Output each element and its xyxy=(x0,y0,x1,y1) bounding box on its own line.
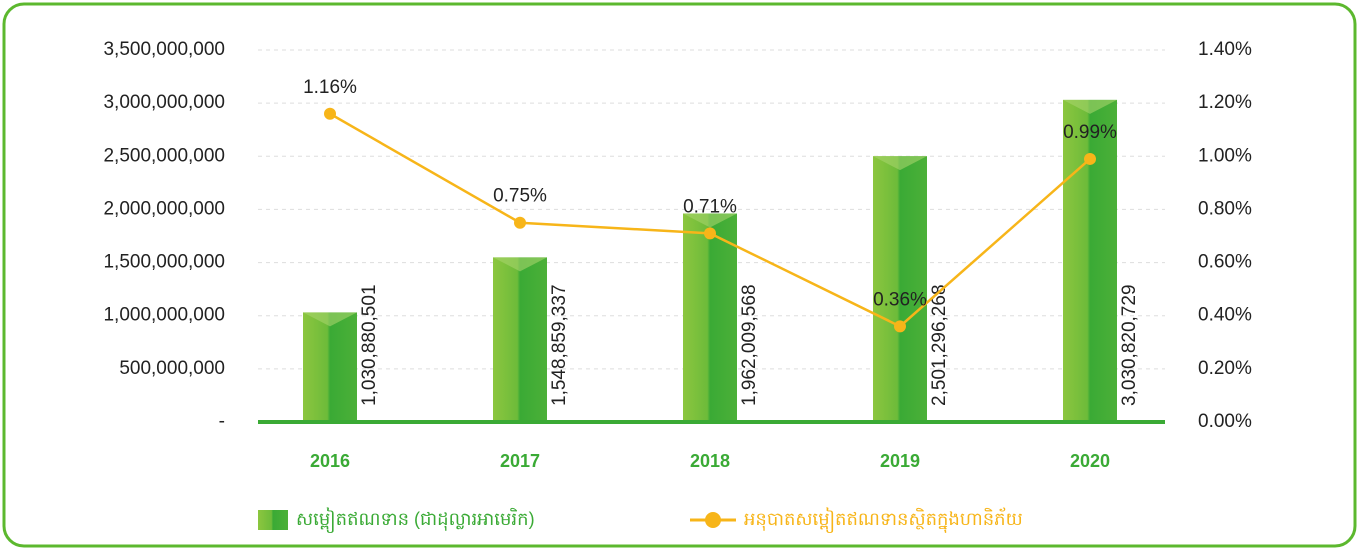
bar-value-label: 1,030,880,501 xyxy=(359,284,380,406)
y-tick-label: 3,500,000,000 xyxy=(103,39,225,60)
bar xyxy=(683,213,737,422)
bar-value-label: 1,548,859,337 xyxy=(549,284,570,406)
y-tick-label: 1,500,000,000 xyxy=(103,252,225,273)
legend-marker xyxy=(705,512,721,528)
y2-tick-label: 0.20% xyxy=(1198,358,1252,379)
y2-tick-label: 0.00% xyxy=(1198,411,1252,432)
line-value-label: 0.99% xyxy=(1063,122,1117,143)
y-tick-label: 2,000,000,000 xyxy=(103,198,225,219)
bar-top xyxy=(303,312,357,327)
y-tick-label: 2,500,000,000 xyxy=(103,145,225,166)
y-tick-label: 500,000,000 xyxy=(119,358,225,379)
bar-value-label: 2,501,296,268 xyxy=(929,284,950,406)
bar xyxy=(1063,99,1117,422)
x-tick-label: 2017 xyxy=(500,451,540,471)
bar xyxy=(493,257,547,422)
bar-top xyxy=(1063,99,1117,114)
line-value-label: 0.71% xyxy=(683,196,737,217)
x-tick-label: 2018 xyxy=(690,451,730,471)
bar xyxy=(873,156,927,422)
y2-tick-label: 1.00% xyxy=(1198,145,1252,166)
y-tick-label: - xyxy=(219,411,225,432)
x-tick-label: 2019 xyxy=(880,451,920,471)
legend-label: សម្ពៀតឥណទាន (ជាដុល្លារអាមេរិក) xyxy=(296,507,535,533)
y2-tick-label: 1.40% xyxy=(1198,39,1252,60)
legend-label: អនុបាតសម្ពៀតឥណទានស្ថិតក្នុងហានិភ័យ xyxy=(744,507,1023,533)
y2-tick-label: 0.80% xyxy=(1198,198,1252,219)
line-marker xyxy=(514,216,526,229)
legend-swatch xyxy=(258,510,288,530)
line-marker xyxy=(704,227,716,240)
line-value-label: 1.16% xyxy=(303,77,357,98)
line-marker xyxy=(1084,152,1096,165)
line-marker xyxy=(324,107,336,120)
line-value-label: 0.36% xyxy=(873,289,927,310)
line-marker xyxy=(894,320,906,333)
x-tick-label: 2016 xyxy=(310,451,350,471)
bar-top xyxy=(493,257,547,272)
bar-value-label: 1,962,009,568 xyxy=(739,284,760,406)
y-tick-label: 1,000,000,000 xyxy=(103,305,225,326)
bar-top xyxy=(683,213,737,228)
x-tick-label: 2020 xyxy=(1070,451,1110,471)
y-tick-label: 3,000,000,000 xyxy=(103,92,225,113)
bar-value-label: 3,030,820,729 xyxy=(1119,284,1140,406)
line-value-label: 0.75% xyxy=(493,186,547,207)
y2-tick-label: 1.20% xyxy=(1198,92,1252,113)
y2-tick-label: 0.40% xyxy=(1198,305,1252,326)
bar-top xyxy=(873,156,927,171)
bar xyxy=(303,312,357,422)
y2-tick-label: 0.60% xyxy=(1198,252,1252,273)
